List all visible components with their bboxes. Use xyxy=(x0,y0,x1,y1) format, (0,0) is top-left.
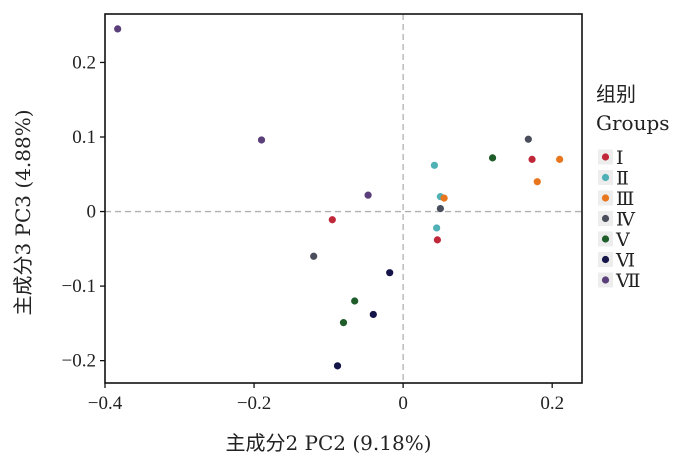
x-tick-label-3: 0 xyxy=(398,393,408,414)
y-tick-label-4: −0.1 xyxy=(62,276,96,297)
x-tick-label-1: −0.4 xyxy=(88,393,123,414)
x-tick-label-4: 0.2 xyxy=(540,393,564,414)
data-point-series-5-3 xyxy=(488,154,497,162)
legend-label-6: Ⅵ xyxy=(615,251,635,272)
data-point-series-6-2 xyxy=(369,310,377,319)
legend-marker-7 xyxy=(601,276,610,284)
legend-marker-5 xyxy=(601,235,610,243)
plot-frame xyxy=(104,13,583,384)
data-point-series-3-2 xyxy=(533,178,541,186)
data-point-series-6-3 xyxy=(333,362,342,370)
data-point-series-5-1 xyxy=(351,297,359,305)
data-point-series-2-3 xyxy=(433,224,441,232)
data-point-series-3-3 xyxy=(556,155,564,163)
plot-area xyxy=(105,14,582,383)
y-tick-label-2: 0.1 xyxy=(72,127,96,148)
data-point-series-5-2 xyxy=(339,319,348,327)
legend-marker-1 xyxy=(601,153,610,161)
data-point-series-3-1 xyxy=(440,194,448,202)
legend-title-cn: 组别 xyxy=(596,82,636,106)
y-tick-label-3: 0 xyxy=(87,202,97,223)
x-tick-label-2: −0.2 xyxy=(237,393,271,414)
legend-label-5: Ⅴ xyxy=(615,230,630,251)
legend-marker-3 xyxy=(601,194,610,202)
data-point-series-4-3 xyxy=(524,135,532,143)
data-point-series-4-2 xyxy=(436,204,444,213)
data-point-series-7-2 xyxy=(257,136,266,144)
x-axis-title: 主成分2 PC2 (9.18%) xyxy=(225,431,431,455)
data-point-series-1-1 xyxy=(328,216,336,224)
data-point-series-1-3 xyxy=(528,155,536,163)
data-point-series-4-1 xyxy=(310,252,318,260)
data-point-series-7-3 xyxy=(364,191,372,199)
y-tick-label-5: −0.2 xyxy=(62,351,96,372)
data-point-series-2-1 xyxy=(430,161,439,169)
y-axis-title: 主成分3 PC3 (4.88%) xyxy=(11,109,35,315)
y-tick-label-1: 0.2 xyxy=(72,52,96,73)
legend-title-en: Groups xyxy=(596,111,670,135)
data-point-series-6-1 xyxy=(386,269,394,277)
legend-label-1: Ⅰ xyxy=(616,148,624,169)
data-point-series-1-2 xyxy=(433,236,442,244)
legend-label-7: Ⅶ xyxy=(615,271,641,292)
legend-label-4: Ⅳ xyxy=(616,210,636,231)
legend-label-3: Ⅲ xyxy=(616,189,634,210)
legend-marker-2 xyxy=(601,173,610,182)
legend-marker-6 xyxy=(601,255,610,264)
legend-marker-4 xyxy=(601,214,610,223)
legend-label-2: Ⅱ xyxy=(616,169,629,190)
data-point-series-7-1 xyxy=(114,25,122,33)
axes: −0.4 −0.2 0 0.2 0.2 0.1 0 −0.1 −0.2 主成分2 PC2 (9.1… xyxy=(11,13,583,455)
